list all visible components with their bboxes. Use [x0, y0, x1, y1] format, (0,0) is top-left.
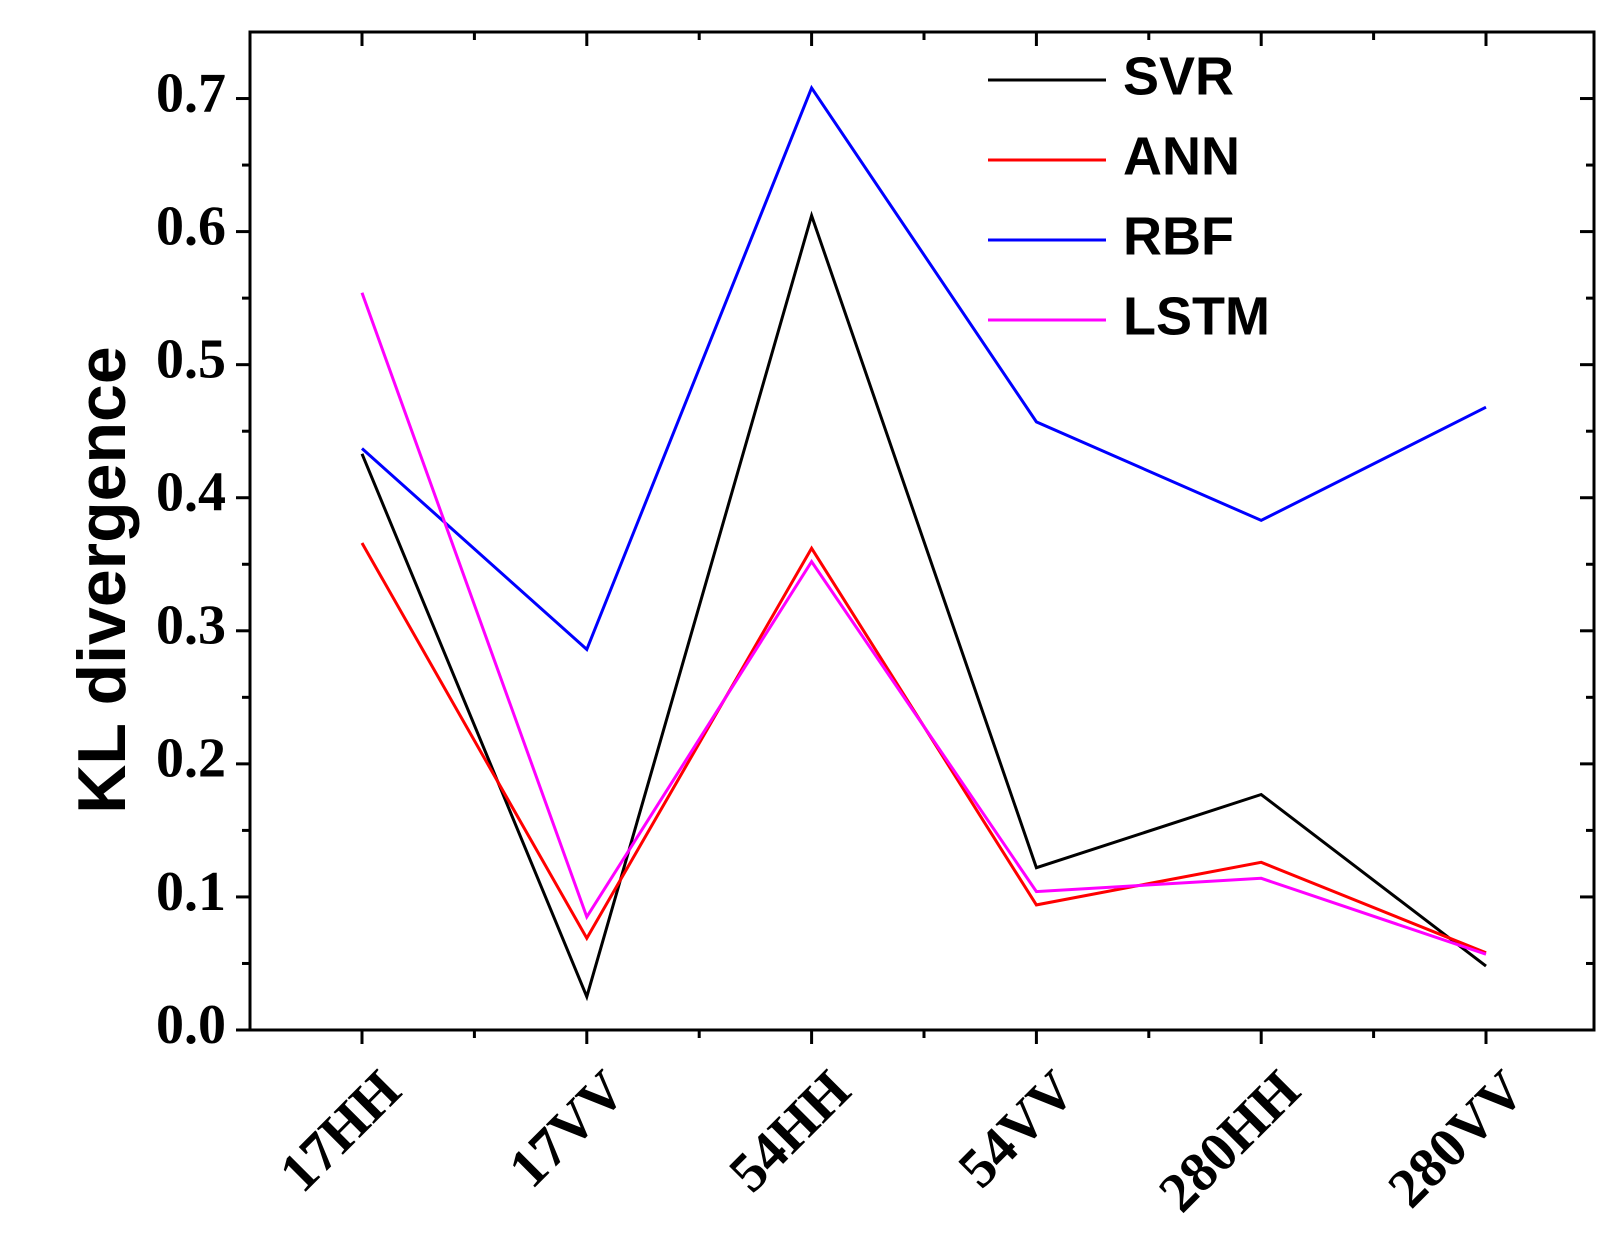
y-tick-label: 0.2 [156, 728, 226, 790]
x-tick-label: 17HH [268, 1059, 413, 1204]
y-tick-label: 0.6 [156, 195, 226, 257]
x-tick-label: 54HH [717, 1059, 862, 1204]
axis-ticks [236, 32, 1594, 1044]
legend-item-ann: ANN [988, 126, 1240, 186]
legend-label: ANN [1123, 126, 1240, 186]
y-tick-label: 0.3 [156, 595, 226, 657]
y-tick-labels: 0.0 0.1 0.2 0.3 0.4 0.5 0.6 0.7 [156, 62, 226, 1055]
series-line-lstm [360, 292, 1487, 956]
legend-item-svr: SVR [988, 46, 1234, 106]
legend-item-rbf: RBF [988, 206, 1234, 266]
legend-label: RBF [1123, 206, 1234, 266]
series-line-svr [360, 210, 1487, 1002]
y-tick-label: 0.4 [156, 462, 226, 524]
series-lines [360, 84, 1487, 1002]
x-tick-label: 17VV [497, 1059, 638, 1200]
x-tick-label: 54VV [947, 1059, 1088, 1200]
x-tick-label: 280HH [1147, 1059, 1312, 1224]
legend-label: SVR [1123, 46, 1234, 106]
y-tick-label: 0.5 [156, 329, 226, 391]
series-line-ann [360, 542, 1487, 955]
y-tick-label: 0.7 [156, 62, 226, 124]
legend-item-lstm: LSTM [988, 286, 1270, 346]
x-tick-label: 280VV [1376, 1059, 1536, 1219]
y-tick-label: 0.0 [156, 994, 226, 1056]
legend-label: LSTM [1123, 286, 1270, 346]
y-axis-title: KL divergence [64, 346, 140, 813]
series-line-rbf [361, 84, 1487, 652]
x-tick-labels: 17HH 17VV 54HH 54VV 280HH 280VV [268, 1059, 1537, 1224]
y-tick-label: 0.1 [156, 861, 226, 923]
legend: SVR ANN RBF LSTM [988, 46, 1270, 346]
plot-frame [248, 30, 1596, 1032]
